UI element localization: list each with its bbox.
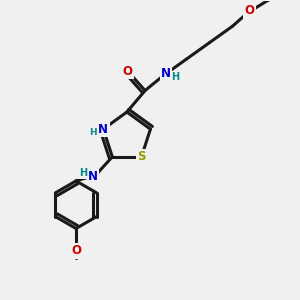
Text: O: O (123, 65, 133, 78)
Text: H: H (171, 72, 179, 82)
Text: S: S (137, 150, 146, 163)
Text: O: O (71, 244, 81, 257)
Text: H: H (90, 128, 97, 137)
Text: N: N (98, 123, 108, 136)
Text: O: O (244, 4, 254, 17)
Text: H: H (79, 168, 87, 178)
Text: N: N (88, 170, 98, 183)
Text: N: N (161, 67, 171, 80)
